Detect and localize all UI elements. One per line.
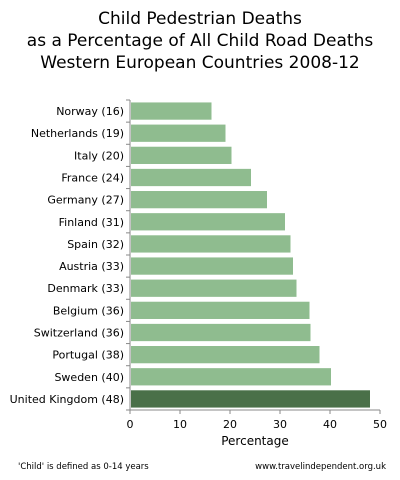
category-label-6: Spain (32) <box>67 238 124 251</box>
bar-5 <box>131 213 285 231</box>
chart-title-line-2: as a Percentage of All Child Road Deaths <box>26 31 374 51</box>
x-tick-label-1: 10 <box>173 418 187 431</box>
bar-8 <box>131 279 297 297</box>
bar-9 <box>131 301 310 319</box>
x-tick-label-3: 30 <box>273 418 287 431</box>
category-label-5: Finland (31) <box>59 216 124 229</box>
bar-7 <box>131 257 293 275</box>
bar-6 <box>131 235 291 253</box>
chart-title-line-1: Child Pedestrian Deaths <box>98 9 302 29</box>
x-axis-label: Percentage <box>221 434 289 448</box>
bar-0 <box>131 102 212 120</box>
category-label-12: Sweden (40) <box>54 371 124 384</box>
category-label-1: Netherlands (19) <box>31 127 124 140</box>
category-label-8: Denmark (33) <box>47 282 124 295</box>
category-label-3: France (24) <box>61 172 124 185</box>
x-tick-label-4: 40 <box>323 418 337 431</box>
footnote-definition: 'Child' is defined as 0-14 years <box>18 462 149 472</box>
category-label-2: Italy (20) <box>74 149 124 162</box>
category-label-4: Germany (27) <box>47 194 124 207</box>
bar-11 <box>131 346 320 364</box>
bar-2 <box>131 146 232 164</box>
x-tick-label-2: 20 <box>223 418 237 431</box>
bar-1 <box>131 124 226 142</box>
category-label-0: Norway (16) <box>56 105 124 118</box>
footnote-source-url: www.travelindependent.org.uk <box>255 462 386 472</box>
bar-4 <box>131 191 267 209</box>
category-label-13: United Kingdom (48) <box>10 393 124 406</box>
category-label-11: Portugal (38) <box>52 349 124 362</box>
category-label-7: Austria (33) <box>59 260 124 273</box>
bar-12 <box>131 368 331 386</box>
chart-title-line-3: Western European Countries 2008-12 <box>40 53 360 73</box>
x-tick-label-0: 0 <box>127 418 134 431</box>
bar-3 <box>131 168 251 187</box>
bar-10 <box>131 323 311 342</box>
x-tick-label-5: 50 <box>373 418 387 431</box>
category-label-9: Belgium (36) <box>53 304 124 317</box>
chart-title: Child Pedestrian Deaths as a Percentage … <box>0 8 400 74</box>
category-label-10: Switzerland (36) <box>34 327 124 340</box>
bar-13 <box>131 390 370 408</box>
